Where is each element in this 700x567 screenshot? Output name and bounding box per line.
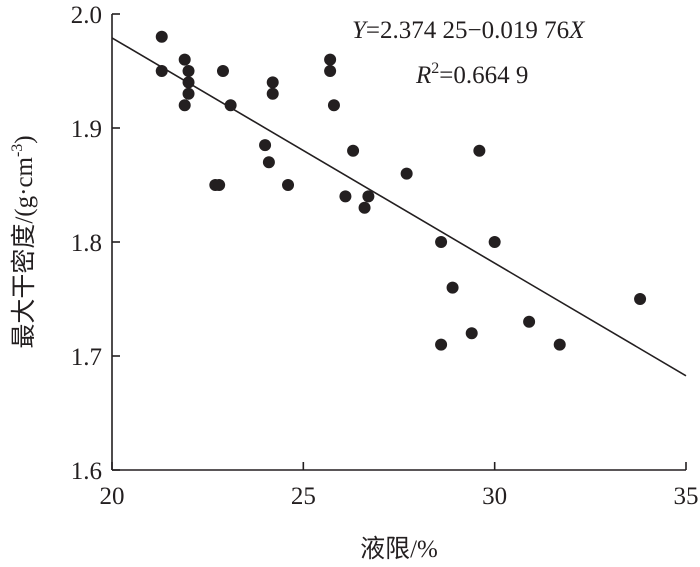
data-point [634,293,647,305]
x-axis-title: 液限/% [360,535,438,563]
equation-rhs: =2.374 25−0.019 76 [366,17,569,44]
y-axis-title-main: 最大干密度/(g·cm [10,156,38,348]
y-tick-label: 1.7 [71,344,102,371]
data-point [327,99,340,112]
data-point [488,236,501,248]
data-point [259,139,272,152]
data-point [523,315,536,328]
data-point [553,338,566,351]
data-point [362,190,375,203]
data-points [155,30,647,351]
data-point [435,338,448,351]
equation-y-var: Y [352,17,369,44]
y-tick-label: 1.8 [71,230,102,257]
regression-line [111,37,687,377]
data-point [347,144,360,157]
x-tick-label: 30 [482,483,507,510]
data-point [473,144,486,157]
data-point [358,201,371,214]
data-point [266,76,279,89]
data-point [224,99,237,112]
y-axis-title: 最大干密度/(g·cm-3) [9,135,38,348]
x-tick-label: 25 [291,483,316,510]
data-point [182,87,195,100]
y-tick-label: 1.6 [71,458,102,485]
x-tick-label: 20 [100,483,125,510]
data-point [216,65,229,77]
data-point [446,281,459,294]
y-axis-title-close: ) [11,135,38,143]
data-point [178,99,191,112]
data-point [435,236,448,248]
data-point [155,30,168,43]
x-tick-label: 35 [674,483,699,510]
data-point [262,156,275,169]
data-point [400,167,413,180]
regression-equation: Y=2.374 25−0.019 76X [352,17,586,44]
r-squared-label: R2=0.664 9 [415,60,528,89]
axis-ticks: 1.6 1.7 1.8 1.9 2.0 20 25 30 35 [71,2,699,510]
data-point [324,65,337,77]
data-point [178,53,191,66]
r-superscript: 2 [431,60,439,77]
equation-x-var: X [568,17,586,44]
data-point [266,87,279,100]
y-axis-title-sup: -3 [9,144,26,157]
y-tick-label: 2.0 [71,2,102,29]
data-point [324,53,337,66]
data-point [465,327,478,340]
r-var: R [415,62,431,89]
data-point [182,65,195,77]
data-point [155,65,168,77]
r-value: =0.664 9 [439,62,528,89]
data-point [213,179,226,191]
y-tick-label: 1.9 [71,116,102,143]
data-point [339,190,352,203]
data-point [282,179,295,191]
